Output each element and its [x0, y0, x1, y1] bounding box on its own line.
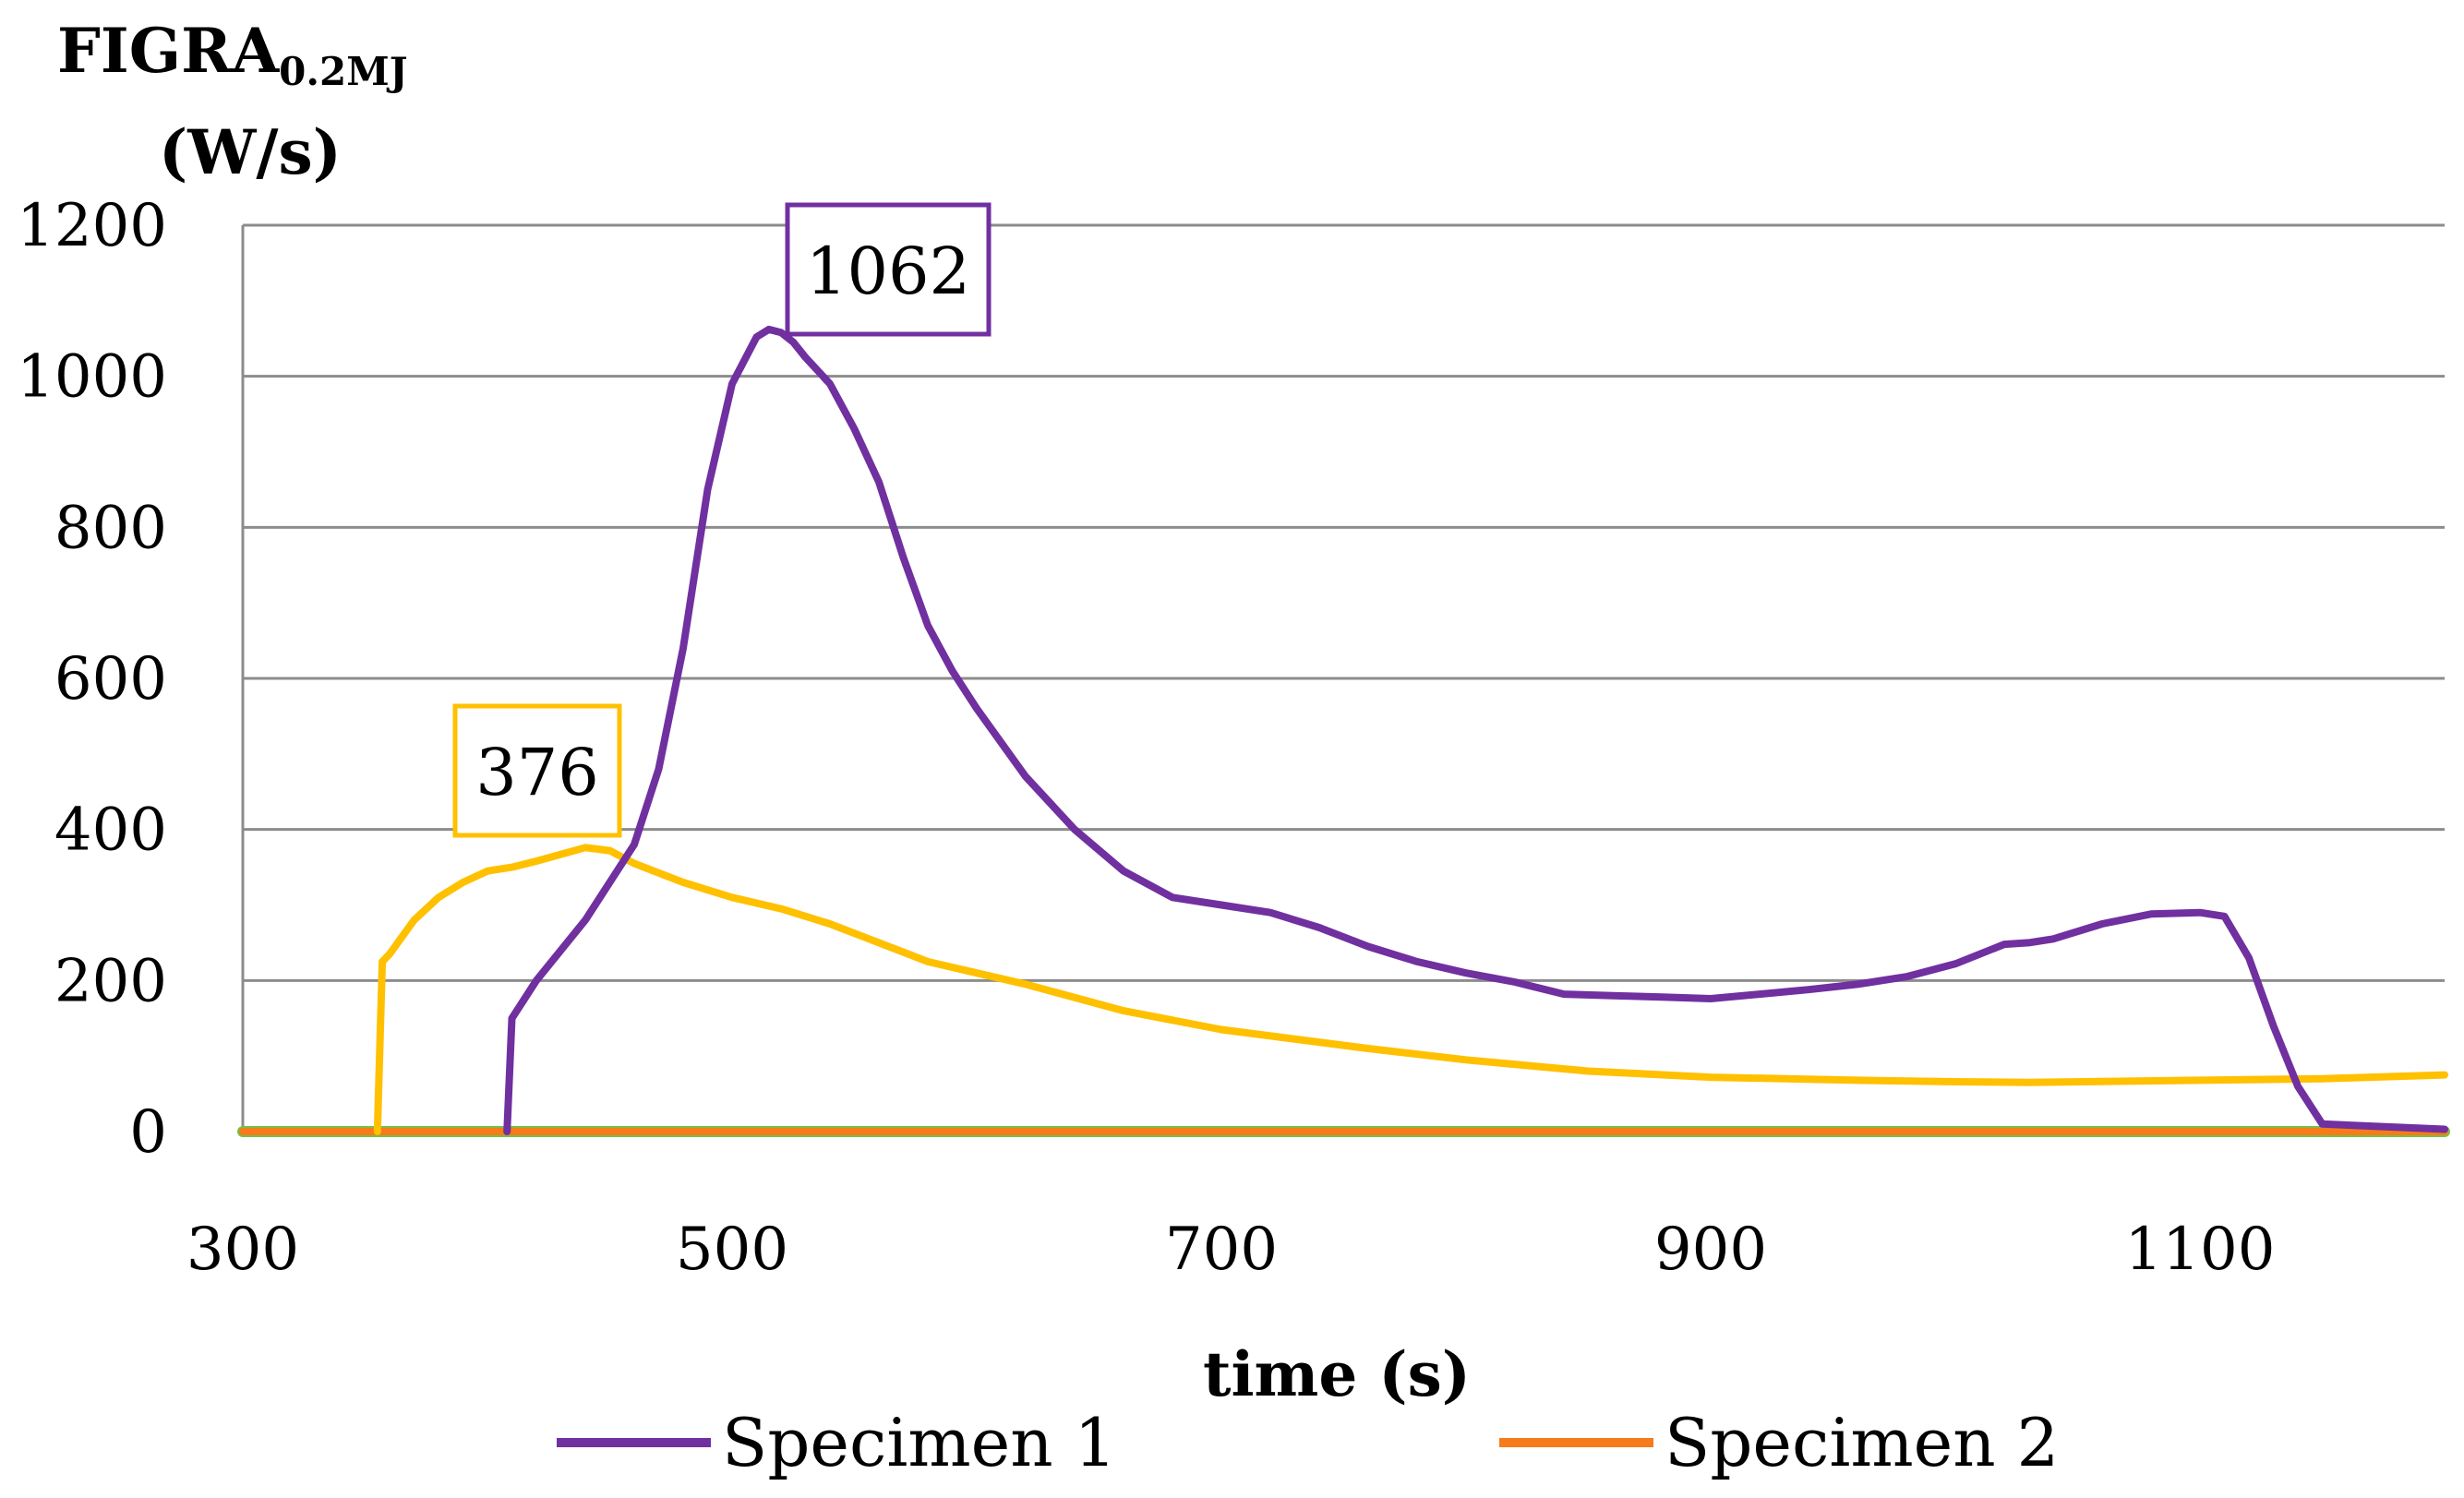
annotation-box-1062 [785, 202, 992, 337]
series-lines [237, 325, 2450, 1137]
legend-label-specimen-2: Specimen 2 [1665, 1404, 2059, 1481]
y-tick-label-800: 800 [54, 494, 167, 562]
y-tick-label-400: 400 [54, 797, 167, 865]
legend-label-specimen-1: Specimen 1 [722, 1404, 1116, 1481]
x-tick-label-700: 700 [1165, 1216, 1278, 1284]
peak-annotations: 1062 376 [452, 202, 992, 838]
legend: Specimen 1 Specimen 2 [557, 1404, 2059, 1481]
y-tick-label-600: 600 [54, 645, 167, 713]
y-tick-label-1000: 1000 [17, 343, 167, 412]
y-axis-title: FIGRA0.2MJ [57, 15, 408, 94]
y-axis-unit: (W/s) [159, 116, 342, 188]
x-tick-label-900: 900 [1654, 1216, 1767, 1284]
x-tick-label-300: 300 [186, 1216, 299, 1284]
y-axis-title-main: FIGRA [57, 15, 280, 87]
x-axis-ticks: 300 500 700 900 1100 [186, 1216, 2276, 1284]
x-axis-title: time (s) [1203, 1338, 1471, 1410]
grid-lines [241, 223, 2445, 1133]
x-tick-label-1100: 1100 [2125, 1216, 2276, 1284]
y-axis-ticks: 0 200 400 600 800 1000 1200 [17, 192, 167, 1167]
series-line-specimen-1 [503, 325, 2448, 1135]
x-tick-label-500: 500 [676, 1216, 788, 1284]
y-tick-label-0: 0 [129, 1098, 167, 1167]
annotation-box-376 [452, 703, 622, 838]
y-axis-title-subscript: 0.2MJ [279, 49, 407, 94]
y-tick-label-200: 200 [54, 947, 167, 1015]
annotation-label-1062: 1062 [806, 234, 970, 309]
y-tick-label-1200: 1200 [17, 192, 167, 260]
series-line-specimen-3 [373, 844, 2448, 1135]
annotation-label-376: 376 [475, 735, 599, 810]
